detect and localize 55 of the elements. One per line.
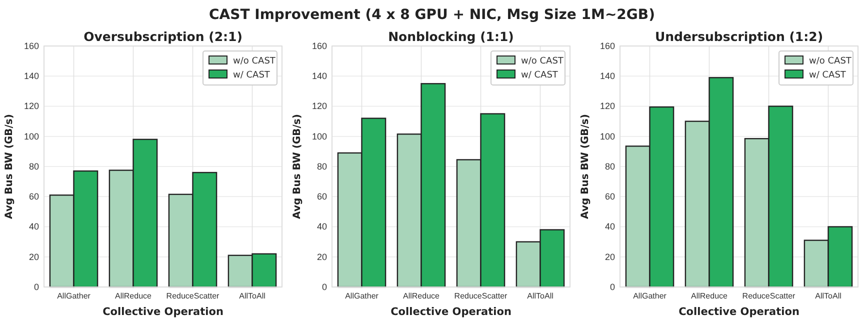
y-tick-label: 40 <box>604 222 615 232</box>
x-tick-label: AllReduce <box>115 292 152 301</box>
chart-title: Nonblocking (1:1) <box>388 29 514 44</box>
x-tick-label: AllGather <box>345 292 379 301</box>
y-tick-label: 60 <box>604 192 615 202</box>
y-tick-label: 20 <box>28 252 39 262</box>
y-tick-label: 140 <box>24 71 39 82</box>
y-axis-title: Avg Bus BW (GB/s) <box>580 114 591 219</box>
y-tick-label: 140 <box>312 71 327 82</box>
y-tick-label: 80 <box>316 161 327 172</box>
legend-label: w/o CAST <box>233 56 276 66</box>
y-tick-label: 160 <box>24 40 39 51</box>
x-tick-label: AllGather <box>633 292 667 301</box>
y-tick-label: 120 <box>24 101 39 112</box>
chart-title: Undersubscription (1:2) <box>654 29 824 44</box>
x-axis-title: Collective Operation <box>678 306 800 318</box>
y-tick-label: 0 <box>322 282 327 292</box>
y-tick-label: 160 <box>312 40 327 51</box>
text: CAST Improvement (4 x 8 GPU + NIC, Msg Size 1M~2GB) <box>209 7 655 23</box>
x-tick-label: AllToAll <box>815 292 842 301</box>
x-tick-label: ReduceScatter <box>166 292 220 301</box>
x-tick-label: AllToAll <box>239 292 266 301</box>
x-tick-label: AllReduce <box>403 292 440 301</box>
legend-label: w/ CAST <box>233 70 270 80</box>
y-axis-title: Avg Bus BW (GB/s) <box>4 114 15 219</box>
y-tick-label: 0 <box>610 282 615 292</box>
y-tick-label: 40 <box>316 222 327 232</box>
x-tick-label: ReduceScatter <box>742 292 796 301</box>
y-tick-label: 100 <box>600 131 615 142</box>
y-tick-label: 60 <box>28 192 39 202</box>
x-tick-label: AllToAll <box>527 292 554 301</box>
y-axis-title: Avg Bus BW (GB/s) <box>292 114 303 219</box>
legend-label: w/ CAST <box>809 70 846 80</box>
y-tick-label: 140 <box>600 71 615 82</box>
legend-label: w/ CAST <box>521 70 558 80</box>
x-tick-label: AllReduce <box>691 292 728 301</box>
y-tick-label: 60 <box>316 192 327 202</box>
y-tick-label: 40 <box>28 222 39 232</box>
y-tick-label: 100 <box>312 131 327 142</box>
y-tick-label: 80 <box>28 161 39 172</box>
y-tick-label: 120 <box>312 101 327 112</box>
y-tick-label: 80 <box>604 161 615 172</box>
x-axis-title: Collective Operation <box>102 306 224 318</box>
y-tick-label: 20 <box>604 252 615 262</box>
y-tick-label: 20 <box>316 252 327 262</box>
x-axis-title: Collective Operation <box>390 306 512 318</box>
y-tick-label: 0 <box>34 282 39 292</box>
y-tick-label: 120 <box>600 101 615 112</box>
x-tick-label: AllGather <box>57 292 91 301</box>
x-tick-label: ReduceScatter <box>454 292 508 301</box>
y-tick-label: 160 <box>600 40 615 51</box>
legend-label: w/o CAST <box>809 56 852 66</box>
y-tick-label: 100 <box>24 131 39 142</box>
chart-title: Oversubscription (2:1) <box>84 29 242 44</box>
legend-label: w/o CAST <box>521 56 564 66</box>
